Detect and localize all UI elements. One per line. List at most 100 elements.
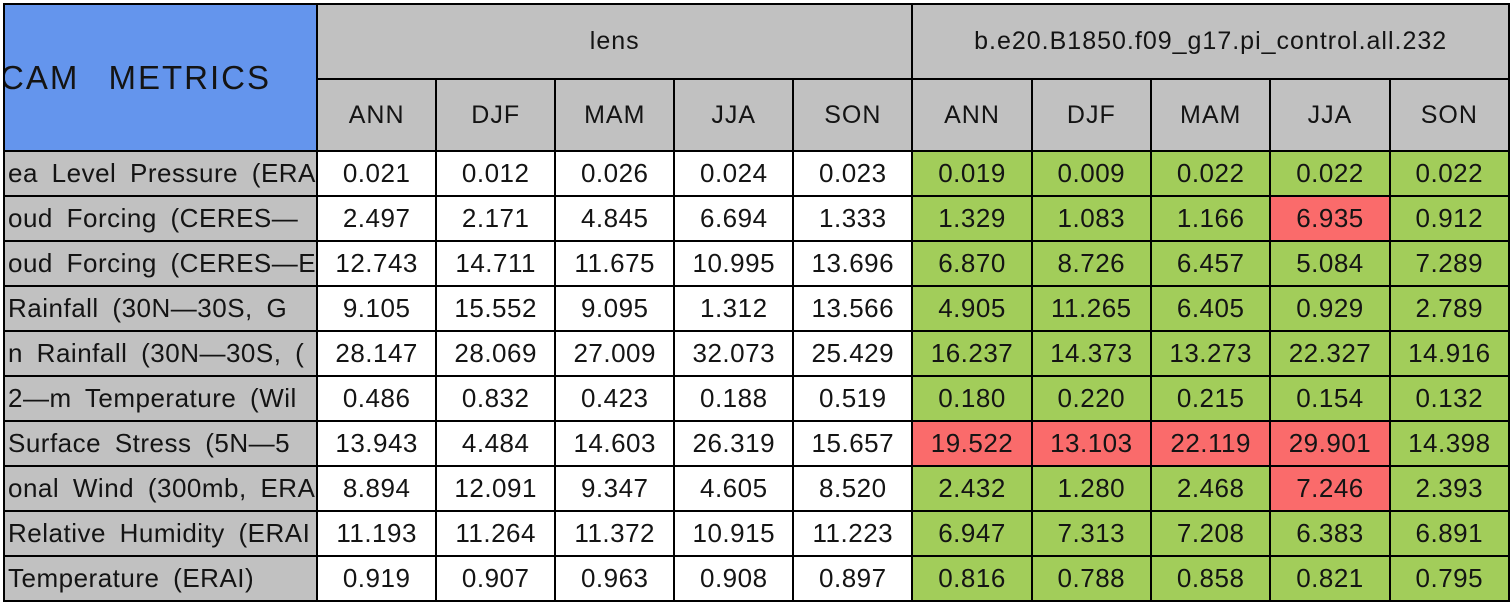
control-value-cell-better: 14.373 <box>1030 330 1153 377</box>
lens-value-cell: 11.193 <box>316 510 438 557</box>
metric-row-label: Relative Humidity (ERAI <box>2 510 319 557</box>
header-group-row: CAM METRICS lens b.e20.B1850.f09_g17.pi_… <box>2 3 1510 152</box>
control-value-cell-worse: 13.103 <box>1030 420 1153 467</box>
lens-value-cell: 10.995 <box>673 240 795 287</box>
lens-value-cell: 0.026 <box>554 150 676 197</box>
control-value-cell-better: 7.289 <box>1388 240 1510 287</box>
lens-value-cell: 1.333 <box>792 195 914 242</box>
metric-row-label: Temperature (ERAI) <box>2 555 319 602</box>
control-value-cell-better: 6.405 <box>1149 285 1272 332</box>
lens-value-cell: 6.694 <box>673 195 795 242</box>
metric-row-label: n Rainfall (30N—30S, ( <box>2 330 319 377</box>
control-value-cell-better: 0.795 <box>1388 555 1510 602</box>
lens-value-cell: 0.519 <box>792 375 914 422</box>
lens-value-cell: 25.429 <box>792 330 914 377</box>
control-value-cell-better: 0.929 <box>1269 285 1391 332</box>
control-value-cell-better: 6.383 <box>1269 510 1391 557</box>
lens-value-cell: 9.347 <box>554 465 676 512</box>
metric-row-label: ea Level Pressure (ERA <box>2 150 319 197</box>
season-header-lens-mam: MAM <box>554 78 676 152</box>
table-row: oud Forcing (CERES— 2.497 2.171 4.845 6.694 1… <box>2 195 1510 242</box>
lens-value-cell: 0.963 <box>554 555 676 602</box>
lens-value-cell: 14.711 <box>435 240 557 287</box>
lens-value-cell: 8.894 <box>316 465 438 512</box>
lens-value-cell: 12.091 <box>435 465 557 512</box>
control-value-cell-better: 8.726 <box>1030 240 1153 287</box>
table-row: n Rainfall (30N—30S, (28.147 28.069 27.009… <box>2 330 1510 377</box>
lens-value-cell: 15.552 <box>435 285 557 332</box>
lens-value-cell: 12.743 <box>316 240 438 287</box>
lens-value-cell: 26.319 <box>673 420 795 467</box>
control-value-cell-better: 1.329 <box>911 195 1033 242</box>
control-value-cell-better: 0.180 <box>911 375 1033 422</box>
control-value-cell-better: 6.947 <box>911 510 1033 557</box>
metric-row-label: onal Wind (300mb, ERA <box>2 465 319 512</box>
control-value-cell-better: 0.154 <box>1269 375 1391 422</box>
control-value-cell-better: 0.816 <box>911 555 1033 602</box>
control-value-cell-better: 0.215 <box>1149 375 1272 422</box>
control-value-cell-better: 2.468 <box>1149 465 1272 512</box>
metric-row-label: oud Forcing (CERES— <box>2 195 319 242</box>
control-value-cell-better: 0.132 <box>1388 375 1510 422</box>
control-value-cell-worse: 7.246 <box>1269 465 1391 512</box>
season-header-control-jja: JJA <box>1269 78 1391 152</box>
lens-value-cell: 2.497 <box>316 195 438 242</box>
lens-value-cell: 0.908 <box>673 555 795 602</box>
lens-value-cell: 4.484 <box>435 420 557 467</box>
lens-value-cell: 32.073 <box>673 330 795 377</box>
table-row: Surface Stress (5N—5 13.943 4.484 14.603 26.… <box>2 420 1510 467</box>
lens-value-cell: 14.603 <box>554 420 676 467</box>
lens-value-cell: 11.372 <box>554 510 676 557</box>
column-group-control-run: b.e20.B1850.f09_g17.pi_control.all.232 <box>911 3 1510 80</box>
season-header-control-son: SON <box>1388 78 1510 152</box>
table-row: Relative Humidity (ERAI 11.193 11.264 11.37… <box>2 510 1510 557</box>
control-value-cell-better: 0.821 <box>1269 555 1391 602</box>
lens-value-cell: 11.675 <box>554 240 676 287</box>
lens-value-cell: 2.171 <box>435 195 557 242</box>
column-group-lens: lens <box>316 3 914 80</box>
lens-value-cell: 15.657 <box>792 420 914 467</box>
control-value-cell-better: 7.313 <box>1030 510 1153 557</box>
control-value-cell-better: 7.208 <box>1149 510 1272 557</box>
metric-row-label: oud Forcing (CERES—E <box>2 240 319 287</box>
table-row: 2—m Temperature (Wil 0.486 0.832 0.423 0.188… <box>2 375 1510 422</box>
control-value-cell-better: 16.237 <box>911 330 1033 377</box>
season-header-control-ann: ANN <box>911 78 1033 152</box>
control-value-cell-worse: 6.935 <box>1269 195 1391 242</box>
control-value-cell-better: 0.220 <box>1030 375 1153 422</box>
lens-value-cell: 0.486 <box>316 375 438 422</box>
control-value-cell-better: 14.398 <box>1388 420 1510 467</box>
lens-value-cell: 13.696 <box>792 240 914 287</box>
table-row: ea Level Pressure (ERA 0.021 0.012 0.026 0.0… <box>2 150 1510 197</box>
control-value-cell-better: 14.916 <box>1388 330 1510 377</box>
table-row: oud Forcing (CERES—E 12.743 14.711 11.675 10… <box>2 240 1510 287</box>
control-value-cell-better: 1.280 <box>1030 465 1153 512</box>
control-value-cell-better: 2.432 <box>911 465 1033 512</box>
control-value-cell-worse: 19.522 <box>911 420 1033 467</box>
control-value-cell-better: 0.022 <box>1269 150 1391 197</box>
lens-value-cell: 8.520 <box>792 465 914 512</box>
lens-value-cell: 9.105 <box>316 285 438 332</box>
control-value-cell-worse: 29.901 <box>1269 420 1391 467</box>
lens-value-cell: 0.188 <box>673 375 795 422</box>
lens-value-cell: 0.023 <box>792 150 914 197</box>
control-value-cell-better: 0.022 <box>1388 150 1510 197</box>
lens-value-cell: 27.009 <box>554 330 676 377</box>
control-value-cell-better: 0.009 <box>1030 150 1153 197</box>
metrics-table: CAM METRICS lens b.e20.B1850.f09_g17.pi_… <box>2 3 1510 602</box>
lens-value-cell: 0.907 <box>435 555 557 602</box>
control-value-cell-better: 5.084 <box>1269 240 1391 287</box>
control-value-cell-better: 0.858 <box>1149 555 1272 602</box>
lens-value-cell: 0.423 <box>554 375 676 422</box>
control-value-cell-better: 2.393 <box>1388 465 1510 512</box>
lens-value-cell: 11.264 <box>435 510 557 557</box>
table-row: Temperature (ERAI) 0.919 0.907 0.963 0.908 0.… <box>2 555 1510 602</box>
season-header-row: ANN DJF MAM JJA SON ANN DJF MAM JJA SON <box>4 78 1510 152</box>
control-value-cell-better: 1.166 <box>1149 195 1272 242</box>
control-value-cell-better: 11.265 <box>1030 285 1153 332</box>
lens-value-cell: 0.024 <box>673 150 795 197</box>
metric-row-label: Surface Stress (5N—5 <box>2 420 319 467</box>
lens-value-cell: 28.147 <box>316 330 438 377</box>
control-value-cell-better: 6.891 <box>1388 510 1510 557</box>
